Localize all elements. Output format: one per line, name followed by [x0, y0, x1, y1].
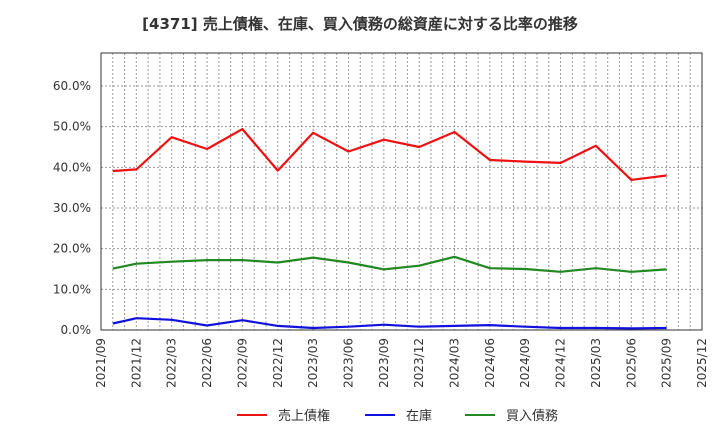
data-series: [112, 128, 667, 330]
x-tick-label: 2023/12: [412, 338, 426, 388]
x-tick-label: 2024/12: [554, 338, 568, 388]
x-tick-label: 2024/09: [518, 338, 532, 388]
series-line: [112, 255, 667, 273]
series-line: [112, 317, 667, 330]
x-tick-label: 2023/06: [341, 338, 355, 388]
x-tick-label: 2022/06: [200, 338, 214, 388]
y-axis: 0.0% 10.0% 20.0% 30.0% 40.0% 50.0% 60.0%: [53, 79, 91, 337]
legend-label: 在庫: [406, 409, 432, 424]
y-tick-label: 10.0%: [53, 282, 91, 296]
x-tick-label: 2023/03: [306, 338, 320, 388]
legend: 売上債権 在庫 買入債務: [237, 408, 558, 424]
y-tick-label: 60.0%: [53, 79, 91, 93]
legend-label: 買入債務: [506, 409, 558, 424]
y-tick-label: 50.0%: [53, 120, 91, 134]
y-tick-label: 0.0%: [61, 323, 92, 337]
x-tick-label: 2023/09: [377, 338, 391, 388]
y-tick-label: 30.0%: [53, 201, 91, 215]
x-tick-label: 2024/06: [483, 338, 497, 388]
plot-area-border: [100, 52, 703, 331]
x-tick-label: 2022/03: [165, 338, 179, 388]
x-tick-label: 2024/03: [448, 338, 462, 388]
x-tick-label: 2021/12: [129, 338, 143, 388]
legend-label: 売上債権: [278, 408, 330, 424]
x-tick-label: 2025/09: [660, 338, 674, 388]
x-tick-label: 2025/06: [624, 338, 638, 388]
series-line: [112, 128, 667, 181]
chart-title: [4371] 売上債権、在庫、買入債務の総資産に対する比率の推移: [142, 15, 578, 33]
y-tick-label: 40.0%: [53, 160, 91, 174]
x-axis: 2021/09 2021/12 2022/03 2022/06 2022/09 2022/…: [94, 338, 709, 388]
x-tick-label: 2021/09: [94, 338, 108, 388]
x-tick-label: 2022/09: [235, 338, 249, 388]
grid-lines: [101, 53, 702, 330]
x-tick-label: 2025/03: [589, 338, 603, 388]
x-tick-label: 2025/12: [695, 338, 709, 388]
y-tick-label: 20.0%: [53, 242, 91, 256]
x-tick-label: 2022/12: [271, 338, 285, 388]
